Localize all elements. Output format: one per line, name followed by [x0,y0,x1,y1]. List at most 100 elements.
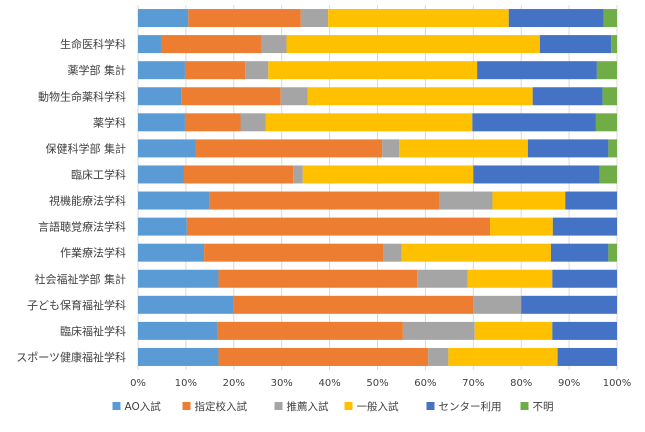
category-label: 視機能療法学科 [49,194,126,208]
x-tick-label: 80% [510,378,532,389]
legend-swatch [344,402,353,410]
bar-segment [195,139,383,158]
legend-swatch [182,402,191,410]
bar-segment [138,61,185,80]
x-tick-label: 70% [462,378,484,389]
category-label: 作業療法学科 [60,246,126,260]
legend-swatch [274,402,283,410]
bar-segment [550,243,609,262]
x-axis-tick-labels: 0% 10% 20% 30% 40% 50% 60% 70% 80% 90% 100% [130,378,631,389]
bar-segment [186,217,491,236]
x-tick-label: 90% [558,378,580,389]
bar-segment [552,269,617,288]
bar-segment [602,87,617,106]
legend-label: 不明 [533,401,554,413]
bar-segment [138,139,196,158]
bar-segment [183,165,294,184]
bar-segment [477,61,597,80]
bar-segment [399,139,528,158]
x-tick-label: 60% [414,378,436,389]
bar-segment [181,87,281,106]
category-label: 薬学部 集計 [68,63,127,77]
bar-segment [218,347,429,366]
bar-segment [473,165,600,184]
legend-swatch [520,402,529,410]
bar-segment [328,9,509,28]
bar-segment [138,191,210,210]
bar-segment [138,165,184,184]
bar-segment [138,347,219,366]
bar-segment [611,35,617,54]
bar-segment [184,61,246,80]
bar-segment [552,217,617,236]
bar-segment [439,191,493,210]
bar-segment [532,87,603,106]
x-tick-label: 100% [603,378,632,389]
legend-swatch [112,402,121,410]
bar-segment [539,35,612,54]
category-label: 子ども保育福祉学科 [27,298,126,312]
category-label: 臨床福祉学科 [60,324,126,338]
bar-segment [383,243,402,262]
bar-segment [508,9,604,28]
bar-segment [184,113,241,132]
legend: AO入試 指定校入試 推薦入試 一般入試 センター利用 不明 [112,400,554,413]
bar-segment [552,321,617,340]
x-tick-label: 50% [366,378,388,389]
bar-segment [595,113,617,132]
category-label: 言語聴覚療法学科 [38,220,126,234]
bar-segment [138,295,234,314]
category-label: 生命医科学科 [60,37,126,51]
legend-label: AO入試 [125,400,162,413]
bar-segment [138,113,185,132]
bar-segment [382,139,400,158]
bar-segment [467,269,553,288]
bar-segment [472,113,596,132]
bar-segment [293,165,303,184]
bar-segment [286,35,540,54]
bar-segment [300,9,329,28]
bar-segment [521,295,617,314]
bar-segment [218,269,418,288]
legend-label: 推薦入試 [287,400,329,413]
bar-segment [138,217,187,236]
bar-segment [307,87,533,106]
bar-segment [596,61,617,80]
bar-segment [261,35,287,54]
bar-segment [599,165,617,184]
x-tick-label: 40% [318,378,340,389]
gridlines [137,5,618,370]
bar-segment [565,191,617,210]
bar-segment [401,243,551,262]
bars [138,9,617,366]
legend-label: センター利用 [439,401,502,413]
bar-segment [265,113,473,132]
category-label: 動物生命薬科学科 [38,89,126,103]
bar-segment [138,9,189,28]
bar-segment [417,269,468,288]
bar-segment [204,243,384,262]
bar-segment [492,191,566,210]
x-tick-label: 10% [175,378,197,389]
x-tick-label: 30% [271,378,293,389]
bar-segment [490,217,553,236]
bar-segment [138,243,205,262]
bar-segment [160,35,262,54]
bar-segment [240,113,266,132]
bar-segment [138,321,218,340]
bar-segment [188,9,301,28]
bar-segment [280,87,308,106]
category-label: 臨床工学科 [71,167,126,181]
bar-segment [474,321,553,340]
bar-segment [217,321,403,340]
legend-swatch [426,402,435,410]
category-label: 薬学科 [93,115,126,129]
bar-segment [138,35,161,54]
bar-segment [138,87,182,106]
legend-label: 一般入試 [357,400,399,413]
bar-segment [245,61,269,80]
legend-label: 指定校入試 [195,400,248,413]
